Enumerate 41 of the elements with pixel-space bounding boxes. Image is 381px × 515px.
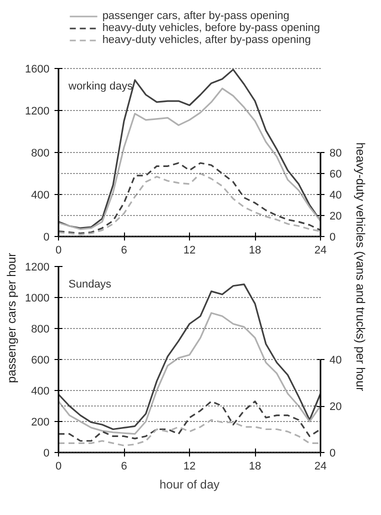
x-tick-label: 24	[314, 460, 327, 472]
annotation: Sundays	[68, 278, 112, 290]
y-tick-label: 1200	[25, 262, 50, 274]
x-tick-label: 12	[183, 460, 196, 472]
x-tick-label: 6	[120, 244, 128, 256]
x-tick-label: 18	[248, 244, 262, 256]
x-tick-label: 24	[314, 244, 327, 256]
y2-tick-label: 60	[330, 168, 342, 180]
y2-tick-label: 0	[330, 232, 336, 244]
y-axis-title: passenger cars per hour	[4, 252, 18, 383]
legend-label: heavy-duty vehicles, before by-pass opening	[102, 22, 320, 34]
y-tick-label: 0	[43, 448, 50, 460]
y2-tick-label: 40	[330, 190, 342, 202]
legend-label: heavy-duty vehicles, after by-pass opening	[102, 34, 311, 46]
x-tick-label: 18	[248, 460, 262, 472]
line-series	[58, 312, 320, 435]
y-tick-label: 1000	[25, 292, 50, 304]
x-axis-title: hour of day	[159, 478, 220, 492]
y2-tick-label: 40	[330, 354, 342, 366]
y-tick-label: 0	[43, 232, 50, 244]
y-tick-label: 1600	[25, 64, 50, 76]
x-tick-label: 12	[183, 244, 196, 256]
y-tick-label: 800	[31, 324, 50, 336]
y2-tick-label: 20	[330, 210, 342, 222]
y2-tick-label: 80	[330, 148, 342, 160]
y-tick-label: 400	[31, 386, 50, 398]
annotation: working days	[68, 80, 134, 92]
legend-label: passenger cars, after by-pass opening	[102, 10, 290, 22]
y-tick-label: 400	[31, 190, 50, 202]
x-tick-label: 0	[55, 460, 62, 472]
line-series	[58, 419, 320, 446]
line-series	[58, 400, 320, 442]
y2-tick-label: 0	[330, 448, 336, 460]
y-tick-label: 800	[31, 148, 50, 160]
x-tick-label: 0	[55, 244, 62, 256]
x-tick-label: 6	[120, 460, 128, 472]
y-tick-label: 1200	[25, 106, 50, 118]
y2-tick-label: 20	[330, 401, 342, 413]
y-tick-label: 200	[31, 416, 50, 428]
y-tick-label: 600	[31, 354, 50, 366]
y2-axis-title: heavy-duty vehicles (vans and trucks) per hour	[354, 142, 368, 392]
